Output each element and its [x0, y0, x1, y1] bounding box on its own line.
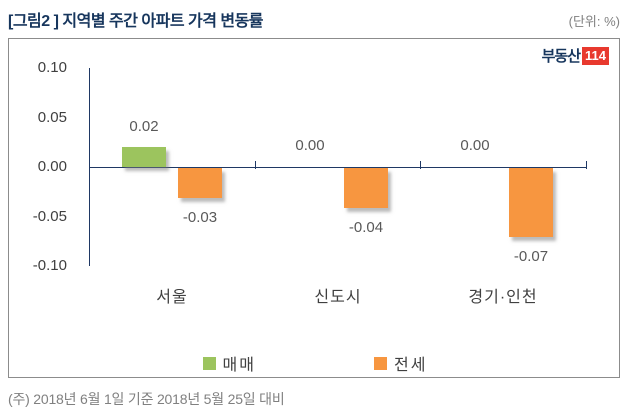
chart-header: [그림2 ] 지역별 주간 아파트 가격 변동률 (단위: %)	[8, 7, 620, 31]
data-label: 0.00	[460, 137, 490, 154]
y-axis-tick-label: 0.10	[37, 59, 67, 76]
category-label-2: 신도시	[314, 289, 362, 306]
legend-item-매매: 매매	[202, 351, 256, 375]
category-label-1: 서울	[156, 289, 188, 306]
x-axis-tick	[420, 161, 421, 169]
chart-panel: 부동산 114 0.10 0.05 0.00 -0.05 -0.10 0.02 0.00 0.…	[8, 38, 620, 378]
x-axis-tick	[255, 161, 256, 169]
bar-매매-서울	[122, 147, 166, 167]
legend-item-전세: 전세	[374, 351, 427, 375]
chart-legend: 매매 전세	[9, 351, 621, 375]
legend-label: 전세	[394, 357, 428, 374]
data-label: 0.02	[129, 118, 159, 135]
data-label: 0.00	[295, 137, 325, 154]
data-label: -0.07	[513, 248, 549, 265]
bar-전세-서울	[178, 168, 222, 198]
y-axis-tick-label: -0.05	[32, 207, 67, 225]
page-title: [그림2 ] 지역별 주간 아파트 가격 변동률	[8, 13, 264, 30]
category-label-3: 경기·인천	[468, 289, 538, 306]
footnote: (주) 2018년 6월 1일 기준 2018년 5월 25일 대비	[8, 391, 285, 407]
x-axis-zero-line	[89, 167, 586, 168]
y-axis-tick-label: -0.10	[32, 257, 67, 274]
data-label: -0.03	[182, 209, 218, 226]
legend-swatch-icon	[202, 356, 216, 370]
data-label: -0.04	[348, 219, 384, 236]
brand-logo: 부동산 114	[542, 45, 609, 66]
legend-label: 매매	[222, 357, 256, 374]
x-axis-tick	[586, 161, 587, 169]
bar-전세-경기·인천	[509, 168, 553, 237]
bar-chart-plot-area: 0.10 0.05 0.00 -0.05 -0.10 0.02 0.00 0.00 -0.03 -…	[9, 39, 621, 379]
y-axis-tick-label: 0.00	[37, 158, 67, 175]
y-axis-tick-label: 0.05	[37, 108, 67, 126]
unit-label: (단위: %)	[568, 14, 620, 29]
brand-logo-badge: 114	[582, 46, 609, 65]
brand-logo-text: 부동산	[541, 48, 581, 65]
legend-swatch-icon	[374, 356, 387, 370]
bar-전세-신도시	[344, 168, 388, 208]
